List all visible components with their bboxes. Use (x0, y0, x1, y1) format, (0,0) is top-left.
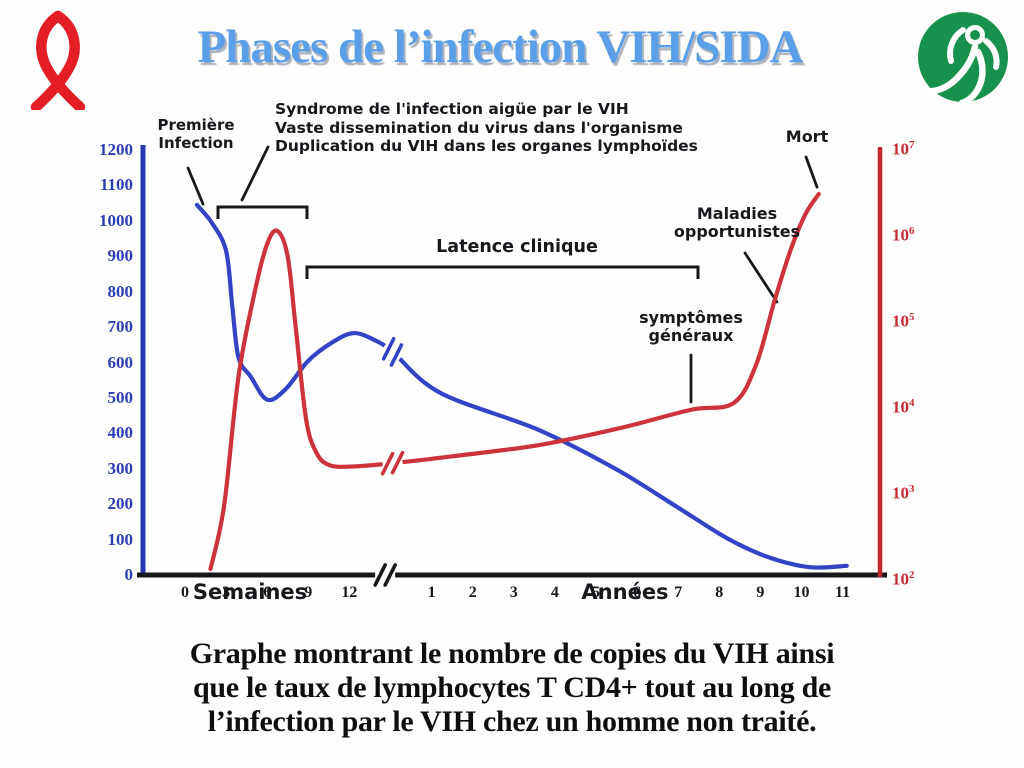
exponent: 4 (909, 397, 915, 409)
red-ribbon-icon (30, 10, 86, 110)
x-year-tick-5: 5 (592, 584, 600, 601)
x-week-tick-3: 3 (222, 584, 231, 601)
annotation-latence-clinique: Latence clinique (436, 237, 598, 257)
y-right-tick-10e2: 102 (892, 569, 915, 589)
x-year-tick-11: 11 (835, 584, 851, 601)
ribbon-right-strand (30, 10, 80, 110)
y-left-tick-1200: 1200 (99, 140, 133, 159)
y-left-tick-1100: 1100 (99, 175, 133, 195)
scale-break-slash (390, 450, 405, 475)
logo-person-figure (923, 25, 1000, 104)
x-axis-years-label: Années (581, 580, 669, 604)
y-right-tick-10e4: 104 (892, 397, 915, 417)
syndrome-leader (240, 145, 270, 202)
y-left-tick-100: 100 (107, 529, 134, 549)
y-left-tick-800: 800 (107, 281, 134, 301)
y-right-tick-10e7: 107 (892, 139, 915, 159)
x-year-tick-2: 2 (468, 584, 477, 601)
scale-break-slash (389, 343, 404, 367)
caption-line-3: l’infection par le VIH chez un homme non… (207, 705, 817, 738)
x-year-tick-7: 7 (674, 584, 683, 601)
figure-caption: Graphe montrant le nombre de copies du V… (0, 637, 1024, 739)
x-year-tick-6: 6 (633, 584, 642, 601)
y-right-tick-10e3: 103 (892, 483, 915, 503)
leader-lines (186, 145, 819, 404)
ribbon-left-strand (36, 10, 86, 110)
mort-leader (804, 155, 819, 189)
y-left-tick-200: 200 (107, 494, 134, 514)
x-week-tick-12: 12 (341, 584, 358, 601)
y-right-tick-10e5: 105 (892, 311, 915, 331)
annotation-syndrome-aigu: Syndrome de l'infection aigüe par le VIH… (275, 100, 698, 155)
y-left-tick-600: 600 (107, 352, 134, 372)
green-person-logo-icon (918, 12, 1008, 104)
x-year-tick-1: 1 (427, 584, 436, 601)
caption-line-1: Graphe montrant le nombre de copies du V… (189, 637, 835, 670)
x-year-tick-8: 8 (715, 584, 724, 601)
y-left-tick-300: 300 (107, 458, 134, 478)
exponent: 3 (909, 483, 915, 495)
x-week-tick-0: 0 (181, 584, 189, 601)
cd4-curve (194, 202, 849, 570)
y-left-tick-400: 400 (107, 423, 134, 443)
x-year-tick-10: 10 (793, 584, 810, 601)
annotation-maladies-opportunistes: Maladies opportunistes (673, 204, 801, 241)
scale-break-slash (381, 336, 396, 361)
acute-phase-bracket (216, 205, 309, 219)
y-left-tick-1000: 1000 (99, 210, 133, 230)
scale-break-slash (373, 563, 387, 587)
x-week-tick-6: 6 (263, 584, 272, 601)
scale-break-slash (380, 451, 395, 476)
logo-circle (918, 12, 1008, 102)
x-year-tick-9: 9 (756, 584, 765, 601)
scale-break-slash (383, 563, 397, 587)
viral-load-curve (208, 191, 821, 572)
data-curves-layer (194, 191, 849, 587)
y-right-tick-10e6: 106 (892, 225, 915, 245)
annotation-mort: Mort (785, 127, 829, 146)
exponent: 2 (909, 569, 915, 581)
x-axis-weeks-label: Semaines (192, 580, 308, 604)
y-left-tick-900: 900 (107, 246, 134, 266)
latency-phase-bracket (305, 265, 700, 279)
exponent: 7 (909, 139, 915, 151)
caption-line-2: que le taux de lymphocytes T CD4+ tout a… (192, 671, 832, 704)
annotation-symptomes-generaux: symptômes généraux (639, 308, 743, 345)
exponent: 5 (909, 311, 915, 323)
maladies-leader (743, 251, 779, 304)
exponent: 6 (909, 225, 915, 237)
y-left-tick-0: 0 (124, 565, 134, 584)
y-left-tick-500: 500 (107, 387, 134, 407)
chart-canvas (137, 145, 887, 587)
slide-title: Phases de l’infection VIH/SIDA (197, 21, 804, 73)
y-left-tick-700: 700 (107, 317, 134, 337)
x-year-tick-3: 3 (509, 584, 518, 601)
x-week-tick-9: 9 (304, 584, 313, 601)
annotation-premiere-infection: Première Infection (157, 116, 235, 152)
x-year-tick-4: 4 (550, 584, 559, 601)
premiere-infection-leader (186, 166, 205, 206)
chart-area: 1200 1100 1000 900 800 700 600 500 400 300 200 100 0… (75, 90, 1015, 635)
